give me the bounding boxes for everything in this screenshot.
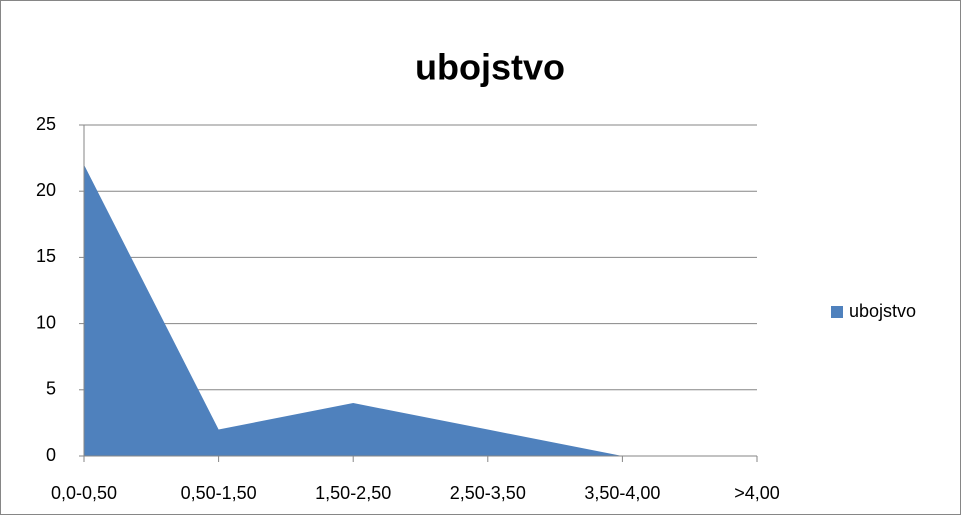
y-tick-label: 20 [36, 180, 56, 200]
x-tick-label: 1,50-2,50 [315, 483, 391, 503]
y-tick-label: 10 [36, 312, 56, 332]
y-tick-label: 0 [46, 445, 56, 465]
x-tick-label: 3,50-4,00 [584, 483, 660, 503]
x-tick-label: >4,00 [734, 483, 780, 503]
x-tick-label: 0,50-1,50 [181, 483, 257, 503]
y-tick-label: 5 [46, 379, 56, 399]
y-tick-label: 25 [36, 114, 56, 134]
y-tick-label: 15 [36, 246, 56, 266]
legend-swatch [831, 306, 843, 318]
legend-label: ubojstvo [849, 301, 916, 321]
x-tick-label: 0,0-0,50 [51, 483, 117, 503]
area [84, 164, 757, 456]
x-tick-label: 2,50-3,50 [450, 483, 526, 503]
chart-title: ubojstvo [415, 47, 565, 88]
